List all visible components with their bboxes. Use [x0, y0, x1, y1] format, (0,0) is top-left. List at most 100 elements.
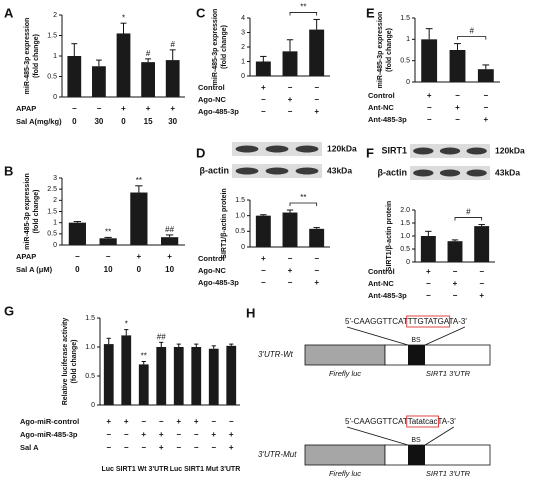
y-tick-label: 0 — [406, 259, 410, 266]
y-tick-label: 1.5 — [47, 208, 57, 215]
y-axis-label: (fold change) — [71, 340, 78, 384]
blot-band — [413, 147, 434, 155]
condition-value: − — [453, 267, 458, 276]
y-tick-label: 0.5 — [85, 373, 95, 380]
condition-value: − — [159, 417, 164, 426]
y-tick-label: 1.5 — [47, 32, 57, 39]
condition-value: − — [453, 291, 458, 300]
condition-label: APAP — [16, 104, 36, 113]
significance-label: ## — [157, 332, 166, 341]
bar — [156, 347, 167, 405]
condition-value: − — [141, 443, 146, 452]
bar — [420, 236, 436, 262]
utr-label: SIRT1 3'UTR — [426, 469, 471, 478]
condition-value: − — [75, 252, 80, 261]
connector — [424, 426, 455, 446]
blot-label: SIRT1 — [381, 145, 407, 155]
condition-value: − — [427, 115, 432, 124]
condition-value: + — [261, 254, 266, 263]
blot-band — [439, 169, 461, 177]
sequence-part: TTGTATGA — [408, 317, 450, 326]
blot-label: β-actin — [378, 167, 408, 177]
binding-site — [408, 345, 425, 365]
significance-label: * — [125, 320, 128, 329]
bar — [161, 237, 179, 245]
sequence: 5'-CAAGGTTCATTatatcacTA-3' — [345, 417, 456, 426]
panel-label: G — [4, 303, 14, 318]
utr-region — [384, 444, 491, 466]
bar — [67, 56, 82, 97]
luc-region — [304, 344, 386, 366]
condition-value: − — [455, 115, 460, 124]
blot-band — [265, 167, 289, 175]
binding-site — [408, 445, 425, 465]
y-tick-label: 2 — [241, 44, 245, 51]
group-label: Luc SIRT1 Wt 3'UTR — [102, 466, 169, 473]
condition-value: − — [314, 266, 319, 275]
y-axis-label: Relative luciferase activity — [62, 318, 69, 406]
y-axis-label: miR-485-3p expression — [377, 12, 384, 89]
significance-label: ** — [300, 3, 306, 12]
condition-value: − — [261, 266, 266, 275]
condition-value: − — [97, 104, 102, 113]
condition-value: + — [194, 417, 199, 426]
condition-value: − — [288, 83, 293, 92]
condition-value: + — [288, 266, 293, 275]
condition-value: + — [167, 252, 172, 261]
bar — [92, 66, 106, 97]
condition-value: − — [427, 103, 432, 112]
sequence-part: 5'-CAAGGTTCAT — [345, 417, 408, 426]
condition-value: + — [106, 417, 111, 426]
condition-value: − — [288, 254, 293, 263]
condition-label: Ago-485-3p — [198, 278, 239, 287]
bar — [165, 60, 180, 97]
condition-value: − — [314, 83, 319, 92]
condition-value: + — [146, 104, 151, 113]
binding-box — [406, 415, 439, 428]
y-tick-label: 2 — [53, 197, 57, 204]
panel-label: B — [4, 163, 13, 178]
condition-value: − — [106, 443, 111, 452]
y-axis-label: (fold change) — [221, 25, 228, 69]
blot-band — [439, 147, 461, 155]
condition-label: Ant-NC — [368, 103, 394, 112]
y-tick-label: 3 — [241, 29, 245, 36]
blot-band — [413, 169, 434, 177]
blot-band — [295, 167, 319, 175]
utr-region — [384, 344, 491, 366]
panel-label: F — [366, 145, 374, 160]
bar — [255, 215, 271, 247]
blot-band — [235, 167, 259, 175]
condition-label: Sal A(mg/kg) — [16, 117, 62, 126]
condition-value: + — [124, 417, 129, 426]
bar — [141, 62, 155, 97]
utr-label: SIRT1 3'UTR — [426, 369, 471, 378]
condition-value: + — [426, 267, 431, 276]
y-tick-label: 1 — [53, 53, 57, 60]
condition-value: + — [229, 430, 234, 439]
condition-value: + — [479, 291, 484, 300]
bar — [474, 226, 490, 262]
condition-label: Sal A — [20, 443, 39, 452]
connector — [346, 326, 409, 346]
condition-value: − — [124, 430, 129, 439]
bracket — [457, 36, 487, 40]
condition-value: + — [314, 107, 319, 116]
significance-label: # — [146, 49, 151, 58]
y-axis-label: miR-485-3p expression — [24, 173, 31, 250]
condition-value: − — [176, 430, 181, 439]
condition-value: + — [159, 443, 164, 452]
significance-label: ** — [105, 228, 111, 237]
condition-value: + — [483, 115, 488, 124]
condition-value: − — [483, 103, 488, 112]
bar — [282, 212, 298, 247]
y-tick-label: 1.5 — [400, 15, 410, 22]
condition-value: 30 — [94, 117, 103, 126]
y-tick-label: 1.5 — [235, 197, 245, 204]
condition-label: Ant-485-3p — [368, 115, 407, 124]
condition-value: − — [426, 279, 431, 288]
blot-band — [295, 145, 319, 153]
bar — [103, 344, 114, 405]
condition-value: − — [72, 104, 77, 113]
